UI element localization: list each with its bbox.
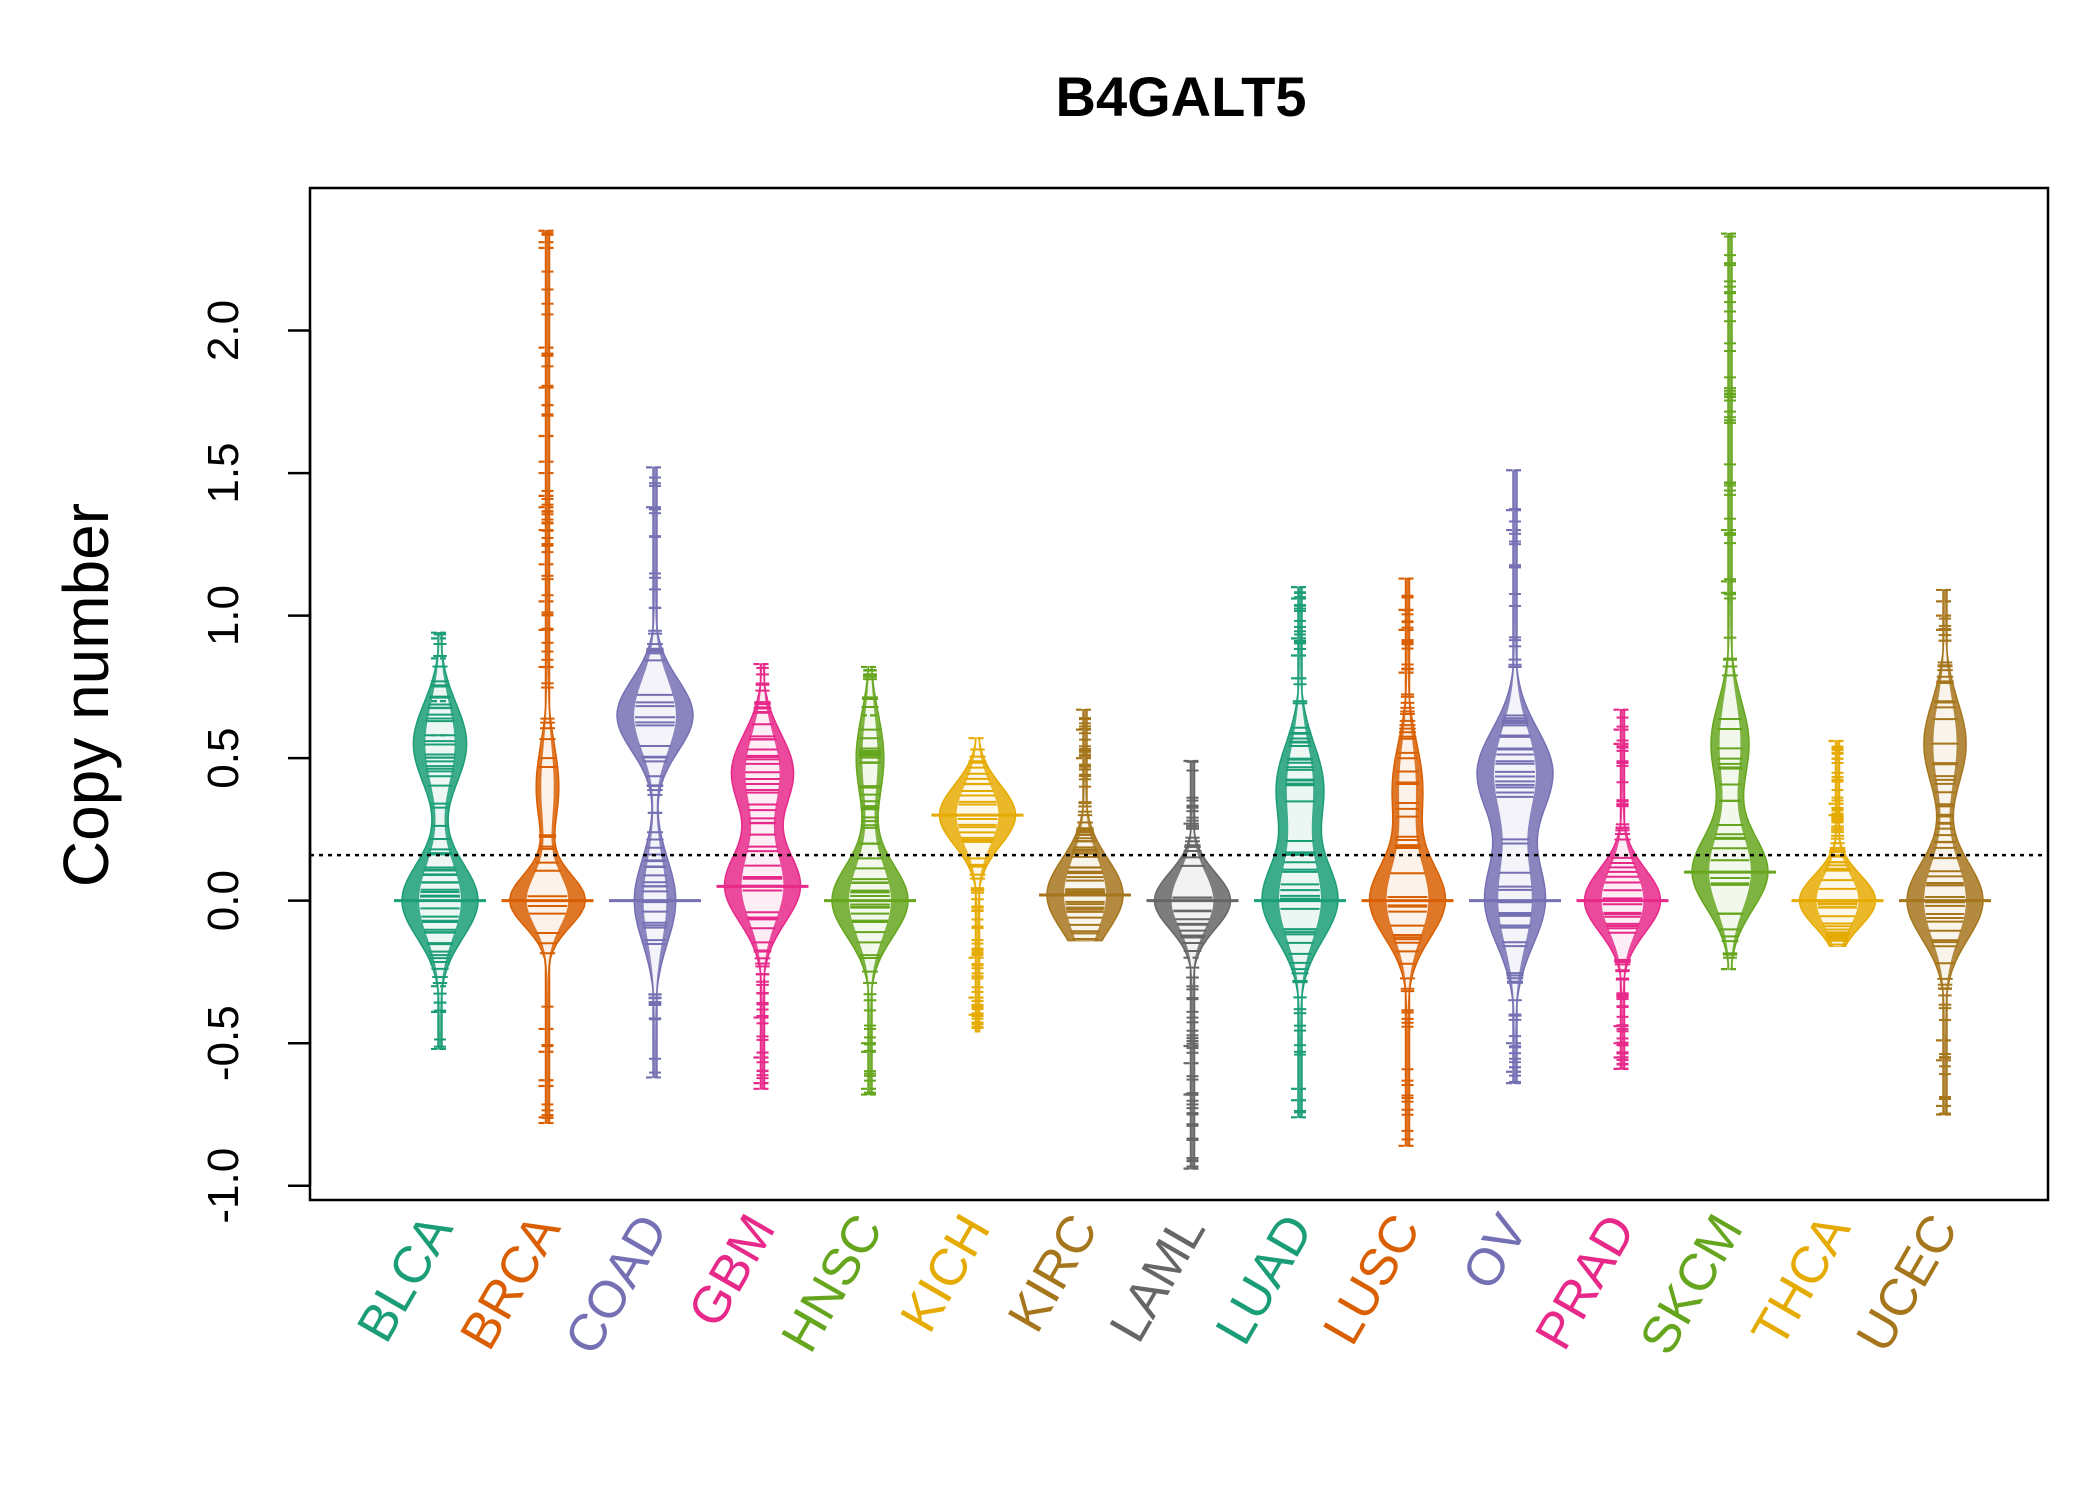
bean-highlight [1709,233,1751,970]
y-tick-label: -0.5 [199,1005,248,1081]
chart-title: B4GALT5 [1056,65,1307,128]
x-category-label: LUAD [1205,1205,1325,1354]
bean-coad [609,466,701,1079]
bean-highlight [849,666,891,1095]
bean-gbm [716,662,809,1090]
x-category-label: LUSC [1312,1205,1432,1354]
beans [394,229,1991,1170]
bean-kich [931,737,1024,1033]
x-category-label: LAML [1099,1205,1217,1352]
bean-ov [1469,469,1561,1085]
bean-prad [1576,708,1669,1070]
bean-highlight [1924,589,1966,1115]
bean-highlight [1064,709,1106,941]
bean-brca [501,229,594,1125]
x-category-label: HNSC [770,1205,894,1362]
bean-shape [1691,232,1769,970]
x-category-label: UCEC [1845,1205,1969,1362]
y-tick-label: -1.0 [199,1148,248,1224]
bean-highlight [1171,761,1214,1169]
y-tick-label: 0.0 [199,870,248,931]
bean-laml [1146,759,1239,1170]
bean-highlight [1386,578,1429,1146]
x-category-label: BLCA [346,1205,464,1352]
x-category-label: PRAD [1524,1205,1646,1359]
y-axis: -1.0 -0.5 0.0 0.5 1.0 1.5 2.0 [199,300,312,1224]
bean-thca [1791,739,1884,948]
bean-lusc [1361,577,1454,1147]
plot-frame [308,186,2050,1202]
x-category-label: SKCM [1629,1205,1754,1364]
bean-ucec [1899,588,1991,1116]
bean-blca [394,631,486,1051]
x-category-label: OV [1452,1205,1540,1299]
y-tick-label: 1.5 [199,442,248,503]
bean-highlight [956,738,999,1032]
bean-highlight [419,632,461,1049]
y-axis-label: Copy number [50,503,122,887]
x-category-label: KIRC [997,1205,1109,1342]
x-category-label: THCA [1741,1205,1862,1357]
bean-kirc [1039,708,1131,942]
bean-skcm [1684,232,1776,971]
y-tick-label: 2.0 [199,300,248,361]
x-category-label: COAD [554,1205,679,1364]
x-category-label: KICH [890,1205,1002,1342]
bean-luad [1254,585,1346,1119]
bean-hnsc [824,665,916,1096]
bean-highlight [634,467,676,1078]
y-tick-label: 1.0 [199,585,248,646]
y-tick-label: 0.5 [199,728,248,789]
x-category-label: GBM [677,1205,786,1337]
